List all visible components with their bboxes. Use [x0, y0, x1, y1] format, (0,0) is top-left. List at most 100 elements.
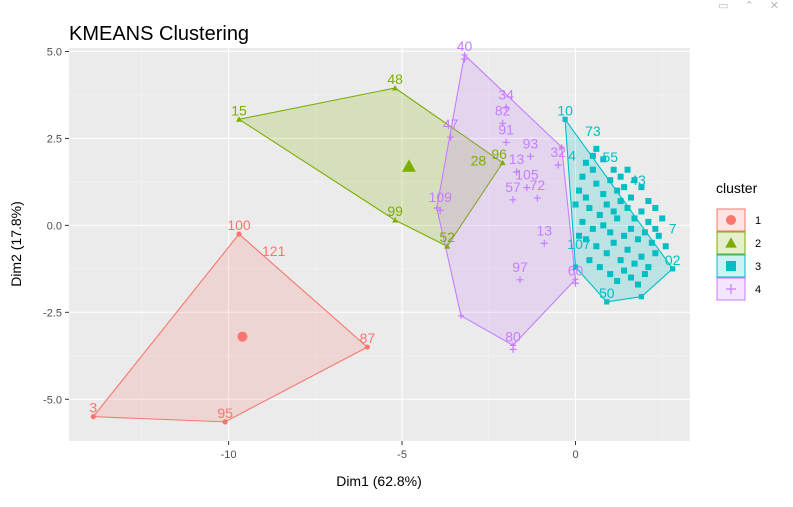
cluster-3-point — [575, 232, 582, 239]
cluster-4-point — [533, 194, 541, 202]
cluster-3-point — [645, 218, 652, 225]
cluster-3-point — [638, 253, 645, 260]
cluster-4-point-label: 93 — [523, 135, 539, 151]
cluster-3-point — [589, 166, 596, 173]
cluster-3-point — [607, 229, 614, 236]
y-tick-label: 2.5 — [47, 133, 62, 145]
cluster-1-hull-point — [236, 231, 242, 237]
cluster-3-point — [582, 236, 589, 243]
cluster-1-point-label: 95 — [217, 405, 233, 421]
cluster-3-point-label: 55 — [602, 149, 618, 165]
cluster-3-point-label: 50 — [599, 285, 615, 301]
cluster-3-point — [589, 152, 596, 159]
chart-title: KMEANS Clustering — [69, 23, 249, 45]
cluster-3-point-label: 7 — [669, 221, 677, 237]
cluster-4-point — [523, 184, 531, 192]
cluster-4-point — [572, 279, 580, 287]
cluster-3-point — [614, 187, 621, 194]
cluster-4-point — [526, 152, 534, 160]
cluster-3-point — [586, 204, 593, 211]
cluster-2-point-label: 28 — [471, 153, 487, 169]
y-tick-label: -5.0 — [43, 394, 62, 406]
expand-icon[interactable]: ⌃ — [744, 0, 754, 12]
cluster-3-point — [621, 184, 628, 191]
cluster-3-point — [593, 145, 600, 152]
cluster-2-point-label: 15 — [231, 102, 247, 118]
cluster-4-hull-point — [458, 312, 465, 319]
legend-label-4: 4 — [755, 284, 761, 296]
cluster-4-point-label: 32 — [550, 144, 566, 160]
cluster-3-point — [631, 215, 638, 222]
cluster-3-point — [638, 184, 645, 191]
legend-label-3: 3 — [755, 261, 761, 273]
cluster-4-point — [436, 206, 444, 214]
cluster-3-point-label: 107 — [567, 236, 591, 252]
cluster-3-point — [603, 201, 610, 208]
x-tick-label: -5 — [397, 449, 407, 461]
legend-label-2: 2 — [755, 238, 761, 250]
cluster-3-point — [600, 156, 607, 163]
cluster-4-point — [447, 133, 455, 141]
cluster-3-point — [586, 257, 593, 264]
cluster-3-point — [617, 198, 624, 205]
cluster-4-point-label: 13 — [509, 151, 525, 167]
axis-ticks: -10 -5 0 -5.0 -2.5 0.0 2.5 5.0 — [43, 46, 579, 461]
legend-symbol-2 — [725, 237, 737, 248]
cluster-1-hull-point — [90, 414, 96, 420]
cluster-2-hull-point — [499, 159, 506, 166]
cluster-4-point-label: 97 — [512, 259, 528, 275]
data-points — [90, 51, 676, 425]
cluster-4-point-label: 13 — [537, 222, 553, 238]
cluster-3-point — [614, 215, 621, 222]
plot-panel — [69, 48, 690, 441]
cluster-3-point — [638, 208, 645, 215]
cluster-3-point — [634, 236, 641, 243]
cluster-4-point — [513, 168, 521, 176]
legend: cluster 1 2 3 4 — [716, 180, 761, 301]
x-tick-label: 0 — [572, 449, 578, 461]
window-controls: ▭ ⌃ ✕ — [718, 0, 779, 14]
cluster-4-point-label: 82 — [495, 102, 511, 118]
x-tick-label: -10 — [221, 449, 237, 461]
close-icon[interactable]: ✕ — [769, 0, 779, 12]
cluster-3-point — [579, 173, 586, 180]
cluster-3-point — [603, 250, 610, 257]
cluster-4-point — [509, 345, 517, 353]
cluster-2-hull-point — [236, 116, 242, 122]
cluster-3-point-label: 43 — [630, 172, 646, 188]
cluster-3-point — [621, 232, 628, 239]
cluster-4-point-label: 40 — [457, 38, 473, 54]
cluster-2-point-label: 52 — [439, 229, 455, 245]
y-tick-label: -2.5 — [43, 307, 62, 319]
cluster-3-point — [628, 274, 635, 281]
x-axis-label: Dim1 (62.8%) — [336, 473, 422, 489]
cluster-4-point-label: 34 — [498, 87, 514, 103]
cluster-1-point-label: 3 — [89, 400, 97, 416]
cluster-2-hull-point — [444, 243, 451, 249]
cluster-2-point-label: 48 — [387, 71, 403, 87]
cluster-2-centroid — [402, 159, 416, 172]
cluster-3-point — [631, 177, 638, 184]
cluster-3-hull-point — [604, 299, 610, 305]
cluster-4-point — [516, 276, 524, 284]
cluster-4-point — [499, 119, 507, 127]
cluster-4-point-label: 91 — [498, 121, 514, 137]
cluster-4-point — [554, 161, 562, 169]
cluster-3-point — [575, 187, 582, 194]
cluster-3-point — [659, 215, 666, 222]
legend-title: cluster — [716, 180, 758, 196]
cluster-3-point — [596, 264, 603, 271]
pin-icon[interactable]: ▭ — [718, 0, 729, 12]
cluster-1-hull-point — [222, 419, 228, 425]
cluster-1-point-label: 121 — [262, 243, 286, 259]
cluster-3-point — [596, 211, 603, 218]
cluster-3-point — [610, 239, 617, 246]
legend-label-1: 1 — [755, 215, 761, 227]
cluster-3-point — [645, 264, 652, 271]
cluster-3-point — [628, 225, 635, 232]
cluster-1-point-label: 87 — [360, 330, 376, 346]
cluster-2-hull-point — [392, 217, 399, 223]
y-axis-label: Dim2 (17.8%) — [8, 201, 24, 287]
cluster-3-point — [648, 239, 655, 246]
